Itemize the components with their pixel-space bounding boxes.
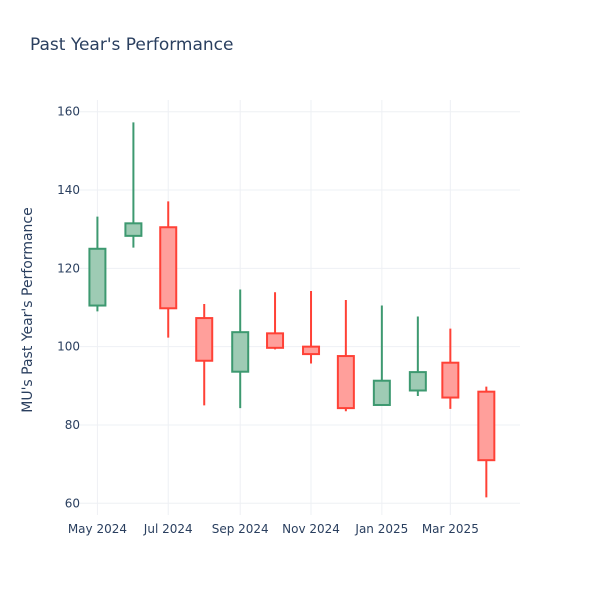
x-tick-label: Sep 2024 — [212, 522, 269, 536]
y-tick-label: 120 — [57, 261, 80, 275]
candle — [372, 305, 391, 406]
candle-body — [408, 371, 427, 392]
x-tick-label: Jan 2025 — [354, 522, 408, 536]
candle-body — [159, 226, 178, 310]
candle-body — [441, 361, 460, 399]
candle — [336, 300, 355, 412]
x-tick-label: Jul 2024 — [143, 522, 193, 536]
candle-body — [302, 345, 321, 356]
candle-body — [88, 247, 107, 307]
candle — [159, 201, 178, 338]
candle-body — [336, 355, 355, 410]
candle-body — [231, 331, 250, 373]
x-tick-label: May 2024 — [68, 522, 127, 536]
y-tick-label: 80 — [65, 418, 80, 432]
candle — [302, 291, 321, 364]
candle — [477, 386, 496, 498]
candle-body — [266, 332, 285, 349]
candle — [441, 328, 460, 409]
candle — [408, 316, 427, 396]
chart-title: Past Year's Performance — [30, 35, 234, 55]
candle — [195, 303, 214, 406]
candle-body — [195, 317, 214, 362]
candle — [88, 216, 107, 312]
y-axis-ticks: 60 80 100 120 140 160 — [57, 105, 80, 511]
y-tick-label: 160 — [57, 105, 80, 119]
candle-body — [124, 222, 143, 237]
x-axis-ticks: May 2024 Jul 2024 Sep 2024 Nov 2024 Jan 2025… — [68, 522, 479, 536]
candle — [266, 292, 285, 350]
candle — [231, 289, 250, 409]
y-tick-label: 140 — [57, 183, 80, 197]
candle — [124, 122, 143, 248]
y-tick-label: 60 — [65, 496, 80, 510]
y-axis-label: MU's Past Year's Performance — [20, 207, 36, 413]
candle-body — [372, 379, 391, 406]
candle-body — [477, 390, 496, 462]
x-tick-label: Nov 2024 — [282, 522, 340, 536]
x-tick-label: Mar 2025 — [422, 522, 479, 536]
y-tick-label: 100 — [57, 340, 80, 354]
candles — [88, 122, 496, 498]
